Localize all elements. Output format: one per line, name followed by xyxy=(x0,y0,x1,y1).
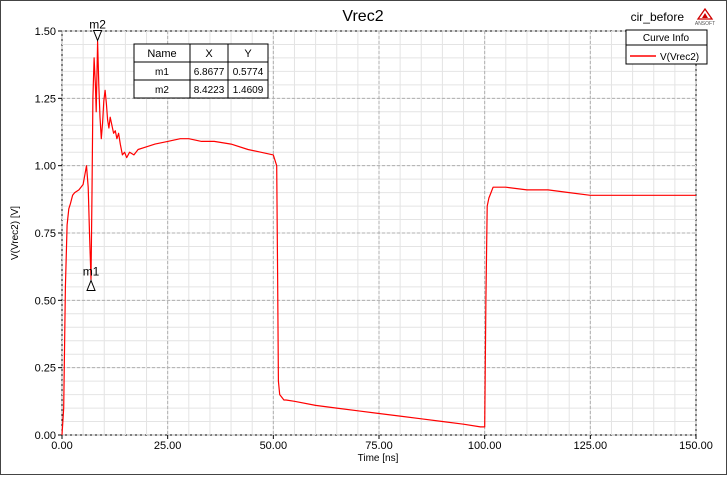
x-tick-label: 150.00 xyxy=(679,440,713,452)
x-tick-label: 25.00 xyxy=(154,440,182,452)
marker-table-cell: 0.5774 xyxy=(233,67,264,78)
marker-table-header: X xyxy=(205,48,213,60)
y-tick-label: 1.25 xyxy=(35,93,56,105)
legend-frame xyxy=(625,29,708,65)
x-tick-label: 0.00 xyxy=(51,440,72,452)
marker-table-cell: 1.4609 xyxy=(233,85,264,96)
marker-layer: m1 m2 xyxy=(83,18,106,291)
chart-title: Vrec2 xyxy=(342,8,383,25)
x-tick-label: 75.00 xyxy=(365,440,393,452)
marker-table-cell: m2 xyxy=(155,85,169,96)
x-axis: 0.00 25.00 50.00 75.00 100.00 125.00 150.00 xyxy=(51,435,713,452)
y-tick-label: 1.50 xyxy=(35,26,56,38)
series-line-vrec2 xyxy=(61,40,696,436)
y-tick-label: 0.75 xyxy=(35,228,56,240)
marker-table-frame xyxy=(133,43,269,99)
marker-label-m2: m2 xyxy=(89,18,106,32)
marker-table[interactable]: Name X Y m1 6.8677 0.5774 m2 8.4223 1.46… xyxy=(133,43,269,99)
marker-triangle-m2 xyxy=(92,30,103,42)
y-tick-label: 1.00 xyxy=(35,161,56,173)
legend-entry-vrec2: V(Vrec2) xyxy=(660,52,699,63)
x-tick-label: 125.00 xyxy=(574,440,608,452)
x-tick-label: 100.00 xyxy=(468,440,502,452)
marker-table-header: Y xyxy=(244,48,252,60)
logo-text: ANSOFT xyxy=(695,21,715,27)
marker-label-m1: m1 xyxy=(83,264,100,278)
ansoft-logo-icon: ANSOFT xyxy=(695,7,715,27)
series-layer xyxy=(61,40,696,436)
marker-table-header: Name xyxy=(147,48,176,60)
marker-table-cell: 6.8677 xyxy=(194,67,225,78)
y-axis: 0.00 0.25 0.50 0.75 1.00 1.25 1.50 xyxy=(35,26,62,442)
y-tick-label: 0.50 xyxy=(35,295,56,307)
x-axis-label: Time [ns] xyxy=(358,453,399,464)
legend-title: Curve Info xyxy=(643,33,690,44)
y-axis-label: V(Vrec2) [V] xyxy=(10,206,21,260)
legend[interactable]: Curve Info V(Vrec2) xyxy=(625,29,708,65)
marker-table-cell: m1 xyxy=(155,67,169,78)
y-tick-label: 0.00 xyxy=(35,430,56,442)
marker-triangle-m1 xyxy=(86,279,96,291)
y-tick-label: 0.25 xyxy=(35,363,56,375)
design-name-label: cir_before xyxy=(631,10,685,24)
x-tick-label: 50.00 xyxy=(260,440,288,452)
marker-table-cell: 8.4223 xyxy=(194,85,225,96)
